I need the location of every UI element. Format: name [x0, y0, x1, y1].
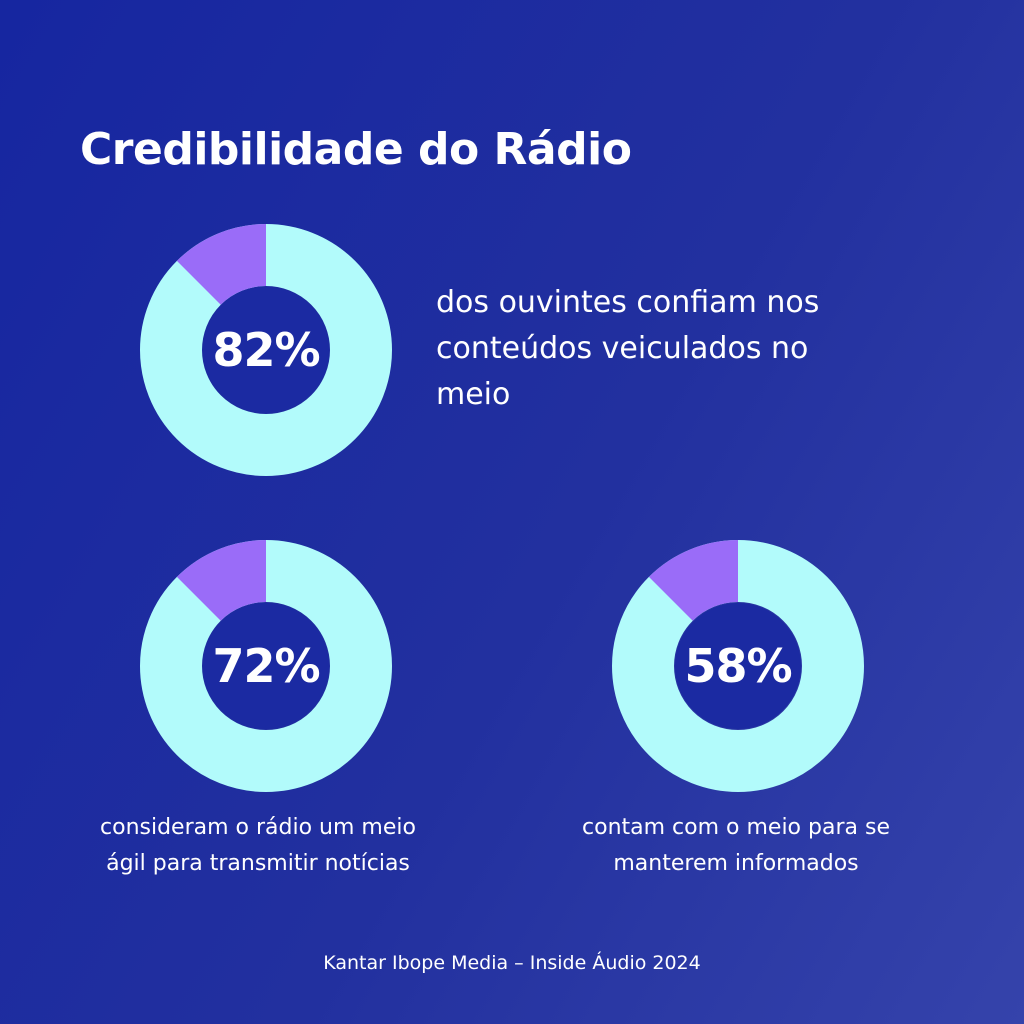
donut-ring-main	[140, 540, 392, 792]
donut-ring-3	[612, 540, 864, 792]
donut-ring-2	[140, 540, 392, 792]
stat-description: dos ouvintes confiam nos conteúdos veicu…	[436, 285, 820, 412]
percentage-label: 72%	[212, 639, 320, 693]
donut-ring-accent-slice	[648, 540, 740, 622]
donut-ring-accent-slice	[176, 224, 268, 306]
stat-description: consideram o rádio um meio ágil para tra…	[100, 815, 416, 876]
stat-description: contam com o meio para se manterem infor…	[582, 815, 890, 876]
donut-ring-main	[612, 540, 864, 792]
donut-chart-2: 72%	[138, 538, 394, 794]
source-credit: Kantar Ibope Media – Inside Áudio 2024	[323, 952, 701, 974]
donut-center	[203, 603, 329, 729]
page-title: Credibilidade do Rádio	[80, 124, 632, 175]
donut-ring-1	[140, 224, 392, 476]
percentage-label: 82%	[212, 323, 320, 377]
percentage-label: 58%	[684, 639, 792, 693]
donut-chart-3: 58%	[610, 538, 866, 794]
donut-ring-accent-slice	[176, 540, 268, 622]
donut-ring-main	[140, 224, 392, 476]
donut-chart-1: 82%	[138, 222, 394, 478]
donut-center	[675, 603, 801, 729]
donut-center	[203, 287, 329, 413]
